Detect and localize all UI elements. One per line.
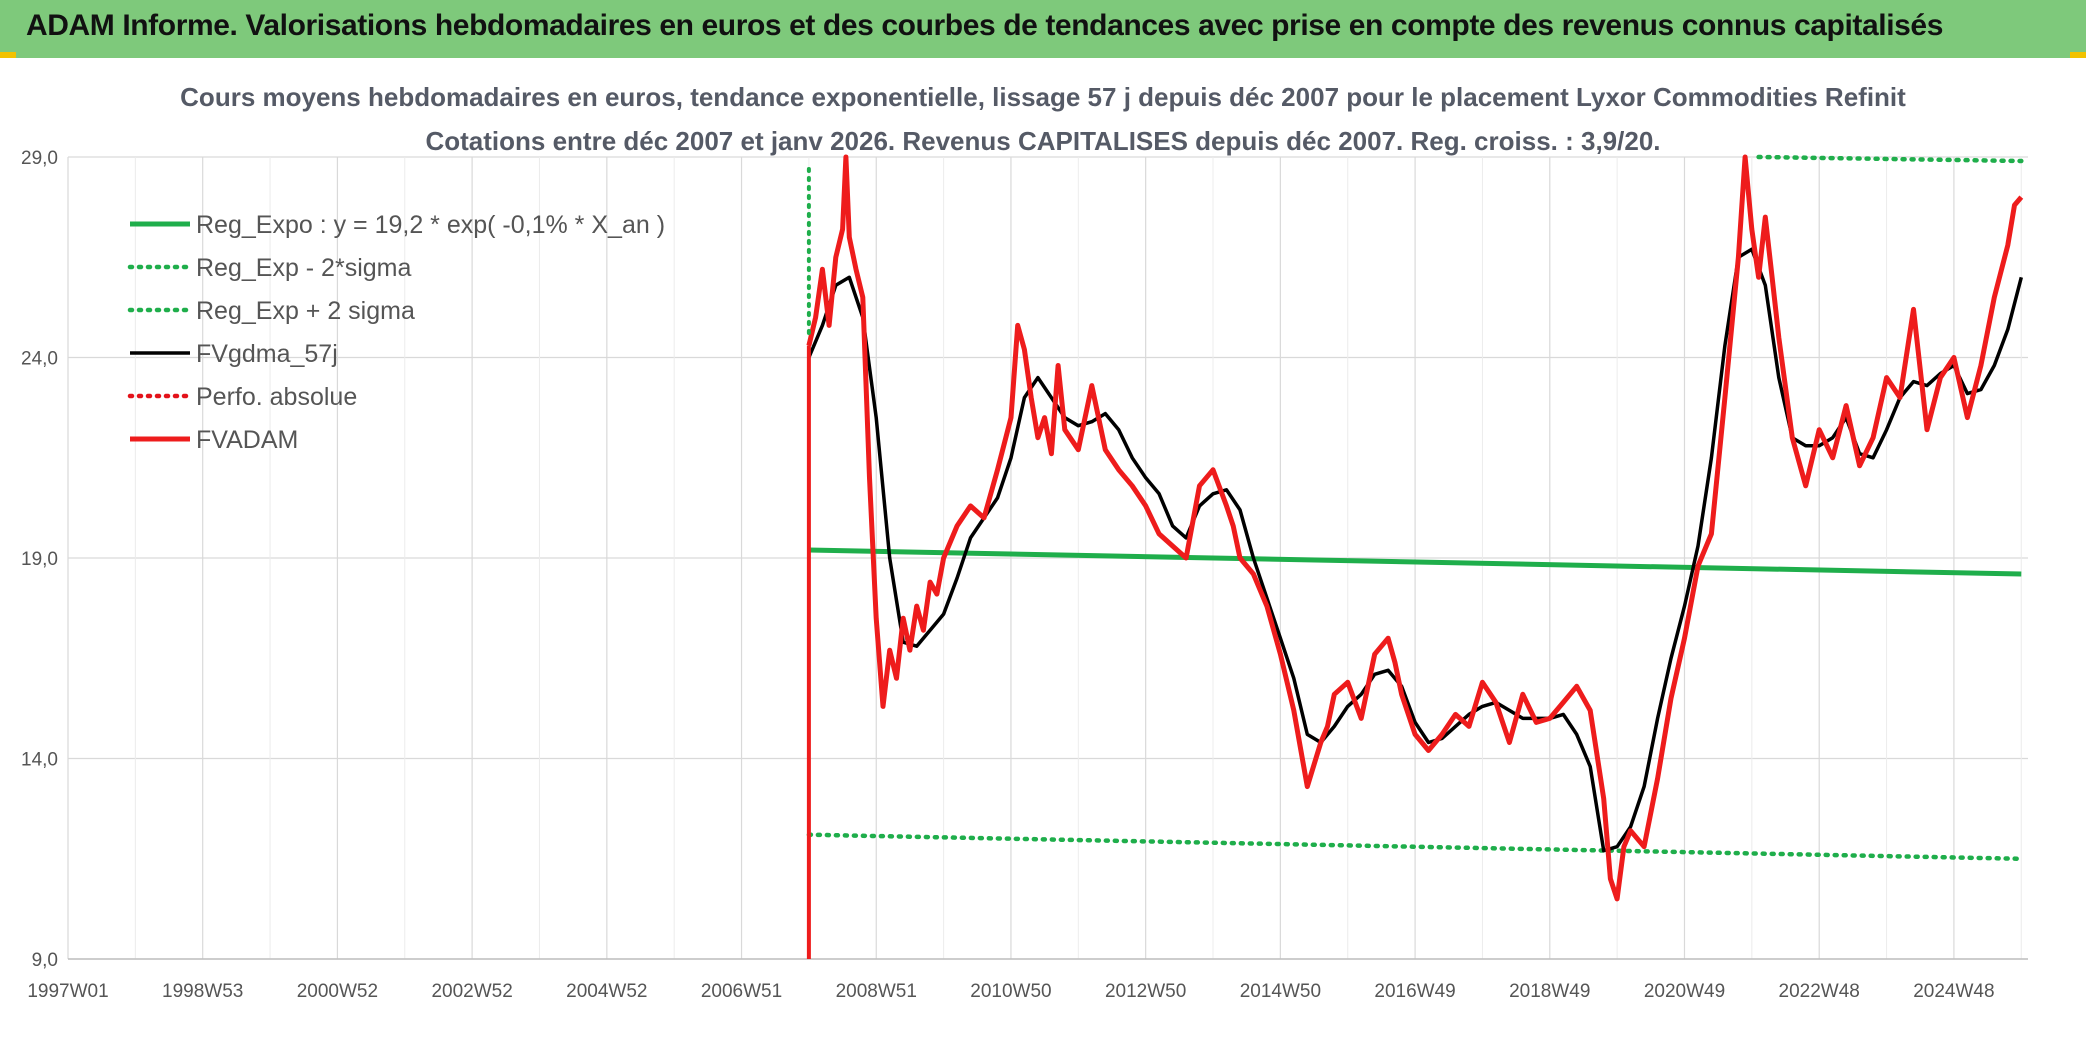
legend-label: Perfo. absolue (196, 383, 357, 411)
chart-title: Cours moyens hebdomadaires en euros, ten… (180, 82, 1906, 112)
y-tick-label: 19,0 (21, 549, 58, 570)
header-bar: ADAM Informe. Valorisations hebdomadaire… (0, 0, 2086, 61)
x-tick-label: 2008W51 (836, 981, 917, 1002)
legend: Reg_Expo : y = 19,2 * exp( -0,1% * X_an … (127, 211, 665, 454)
page-title: ADAM Informe. Valorisations hebdomadaire… (26, 9, 1943, 42)
corner-mark-right (2070, 52, 2086, 58)
legend-label: FVgdma_57j (196, 340, 338, 368)
chart-subtitle: Cotations entre déc 2007 et janv 2026. R… (425, 126, 1660, 156)
chart-area: 9,0 14,0 19,0 24,0 29,0 1997W01 1998W53 2000W52… (0, 58, 2086, 1037)
y-tick-label: 29,0 (21, 148, 58, 169)
series-fvgdma-57j (807, 247, 2023, 853)
chart: 9,0 14,0 19,0 24,0 29,0 1997W01 1998W53 2000W52… (21, 82, 2028, 1002)
frame-bottom (0, 1030, 2086, 1037)
series-fvadam (806, 154, 2024, 902)
x-tick-label: 1998W53 (162, 981, 243, 1002)
series-layer (806, 154, 2024, 959)
x-tick-label: 2006W51 (701, 981, 782, 1002)
legend-label: Reg_Exp - 2*sigma (196, 254, 411, 282)
x-tick-label: 2000W52 (297, 981, 378, 1002)
x-tick-label: 2002W52 (431, 981, 512, 1002)
series-reg-expo (808, 547, 2022, 577)
x-tick-label: 2020W49 (1644, 981, 1725, 1002)
series-reg-exp-plus-2sigma (1756, 154, 2024, 164)
legend-label: FVADAM (196, 426, 298, 454)
series-reg-exp-minus-2sigma (806, 832, 2024, 862)
x-tick-label: 2010W50 (970, 981, 1051, 1002)
x-tick-label: 1997W01 (27, 981, 108, 1002)
x-tick-label: 2004W52 (566, 981, 647, 1002)
grid-layer (67, 156, 2028, 960)
x-tick-label: 2014W50 (1240, 981, 1321, 1002)
x-tick-label: 2024W48 (1913, 981, 1994, 1002)
x-tick-label: 2018W49 (1509, 981, 1590, 1002)
legend-label: Reg_Expo : y = 19,2 * exp( -0,1% * X_an … (196, 211, 665, 239)
y-tick-label: 9,0 (32, 950, 58, 971)
x-tick-label: 2022W48 (1779, 981, 1860, 1002)
x-tick-label: 2016W49 (1374, 981, 1455, 1002)
x-tick-label: 2012W50 (1105, 981, 1186, 1002)
y-tick-label: 14,0 (21, 750, 58, 771)
axis-layer: 9,0 14,0 19,0 24,0 29,0 1997W01 1998W53 2000W52… (21, 148, 2028, 1002)
corner-mark-left (0, 52, 16, 58)
legend-label: Reg_Exp + 2 sigma (196, 297, 415, 325)
y-tick-label: 24,0 (21, 349, 58, 370)
